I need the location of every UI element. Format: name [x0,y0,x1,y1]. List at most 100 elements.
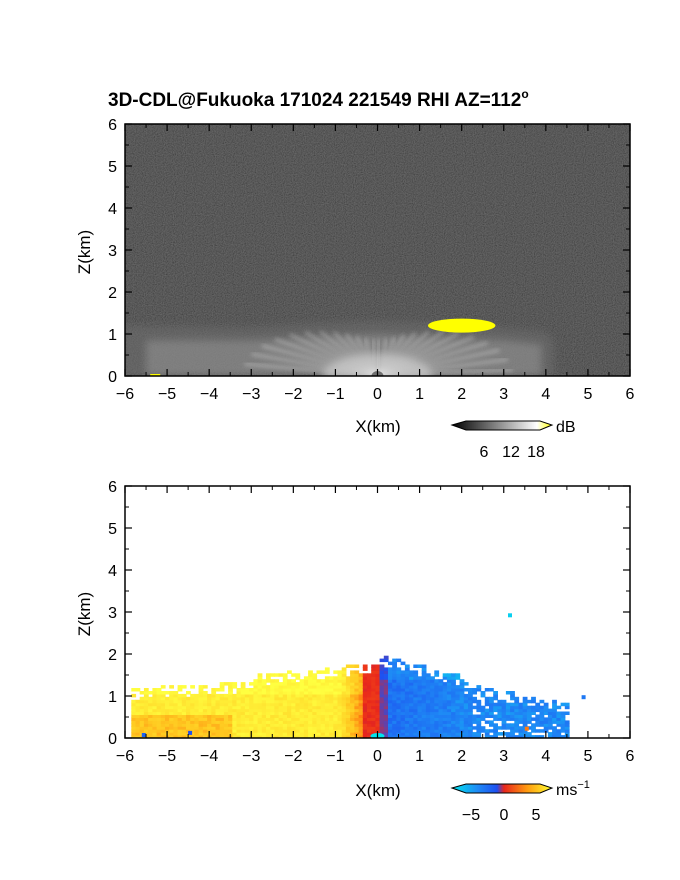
velocity-pixel [274,679,280,683]
velocity-pixel [337,729,343,733]
velocity-pixel [181,702,187,707]
velocity-pixel [430,702,435,707]
velocity-pixel [169,729,174,733]
snr-x-tick-label: 6 [626,386,635,403]
velocity-pixel [131,717,137,721]
velocity-pixel [173,720,179,724]
velocity-pixel [358,699,364,704]
velocity-pixel [198,726,204,730]
velocity-pixel [388,735,393,738]
velocity-pixel [202,705,208,710]
velocity-pixel [261,717,267,721]
velocity-pixel [434,688,440,692]
velocity-pixel [560,723,566,727]
velocity-pixel [223,732,229,736]
velocity-pixel [320,670,326,674]
velocity-pixel [333,705,339,710]
velocity-pixel [253,699,259,704]
velocity-pixel [396,679,402,683]
velocity-pixel [434,711,440,715]
velocity-pixel [480,693,486,698]
velocity-pixel [135,726,141,730]
velocity-pixel [324,691,330,695]
velocity-pixel [379,682,385,686]
velocity-pixel [211,729,217,733]
velocity-pixel [472,720,477,724]
velocity-pixel [278,735,284,738]
snr-x-tick-label: 5 [583,386,592,403]
velocity-pixel [362,702,368,707]
velocity-pixel [156,696,162,701]
velocity-pixel [345,708,351,713]
velocity-pixel [535,702,541,707]
velocity-pixel [329,732,334,736]
velocity-pixel [497,732,503,736]
velocity-pixel [379,676,385,680]
velocity-pixel [455,714,461,718]
velocity-pixel [287,732,292,736]
velocity-pixel [560,711,566,715]
velocity-pixel [169,711,174,715]
velocity-pixel [526,735,532,738]
velocity-pixel [379,699,385,704]
velocity-pixel [152,726,158,730]
velocity-pixel [143,723,149,727]
velocity-pixel [135,720,141,724]
velocity-pixel [287,682,292,686]
velocity-pixel [202,691,208,695]
velocity-pixel [316,717,322,721]
velocity-pixel [181,723,187,727]
velocity-pixel [421,696,427,701]
velocity-isolated-return [508,613,512,618]
velocity-pixel [143,705,149,710]
velocity-pixel [329,682,334,686]
velocity-pixel [531,696,536,701]
snr-x-tick-label: −4 [200,386,218,403]
velocity-pixel [223,729,229,733]
velocity-pixel [379,664,385,668]
velocity-pixel [345,693,351,698]
velocity-pixel [249,729,254,733]
velocity-pixel [177,708,183,713]
velocity-pixel [451,699,456,704]
velocity-pixel [278,717,284,721]
velocity-pixel [484,688,490,692]
velocity-pixel [383,717,389,721]
velocity-pixel [270,729,275,733]
velocity-pixel [371,691,376,695]
velocity-pixel [388,688,393,692]
velocity-pixel [295,688,301,692]
velocity-pixel [358,673,364,677]
velocity-pixel [459,679,465,683]
velocity-pixel [396,688,402,692]
velocity-pixel [152,714,158,718]
snr-colorbar: dB 6 12 18 [450,419,576,461]
velocity-pixel [345,682,351,686]
velocity-pixel [177,702,183,707]
velocity-pixel [472,714,477,718]
velocity-pixel [341,685,347,689]
velocity-pixel [430,708,435,713]
velocity-pixel [169,735,174,738]
velocity-pixel [308,685,313,689]
velocity-pixel [291,688,296,692]
velocity-pixel [459,682,465,686]
velocity-pixel [181,720,187,724]
velocity-pixel [173,717,179,721]
velocity-pixel [240,723,246,727]
velocity-pixel [190,732,195,736]
velocity-pixel [430,735,435,738]
snr-x-tick-label: 1 [415,386,424,403]
velocity-pixel [362,735,368,738]
velocity-pixel [552,711,557,715]
velocity-pixel [438,688,444,692]
velocity-pixel [413,693,419,698]
velocity-pixel [337,726,343,730]
velocity-pixel [510,696,515,701]
velocity-pixel [421,667,427,671]
velocity-pixel [459,711,465,715]
velocity-pixel [156,714,162,718]
velocity-pixel [438,708,444,713]
velocity-pixel [333,676,339,680]
velocity-pixel [198,723,204,727]
